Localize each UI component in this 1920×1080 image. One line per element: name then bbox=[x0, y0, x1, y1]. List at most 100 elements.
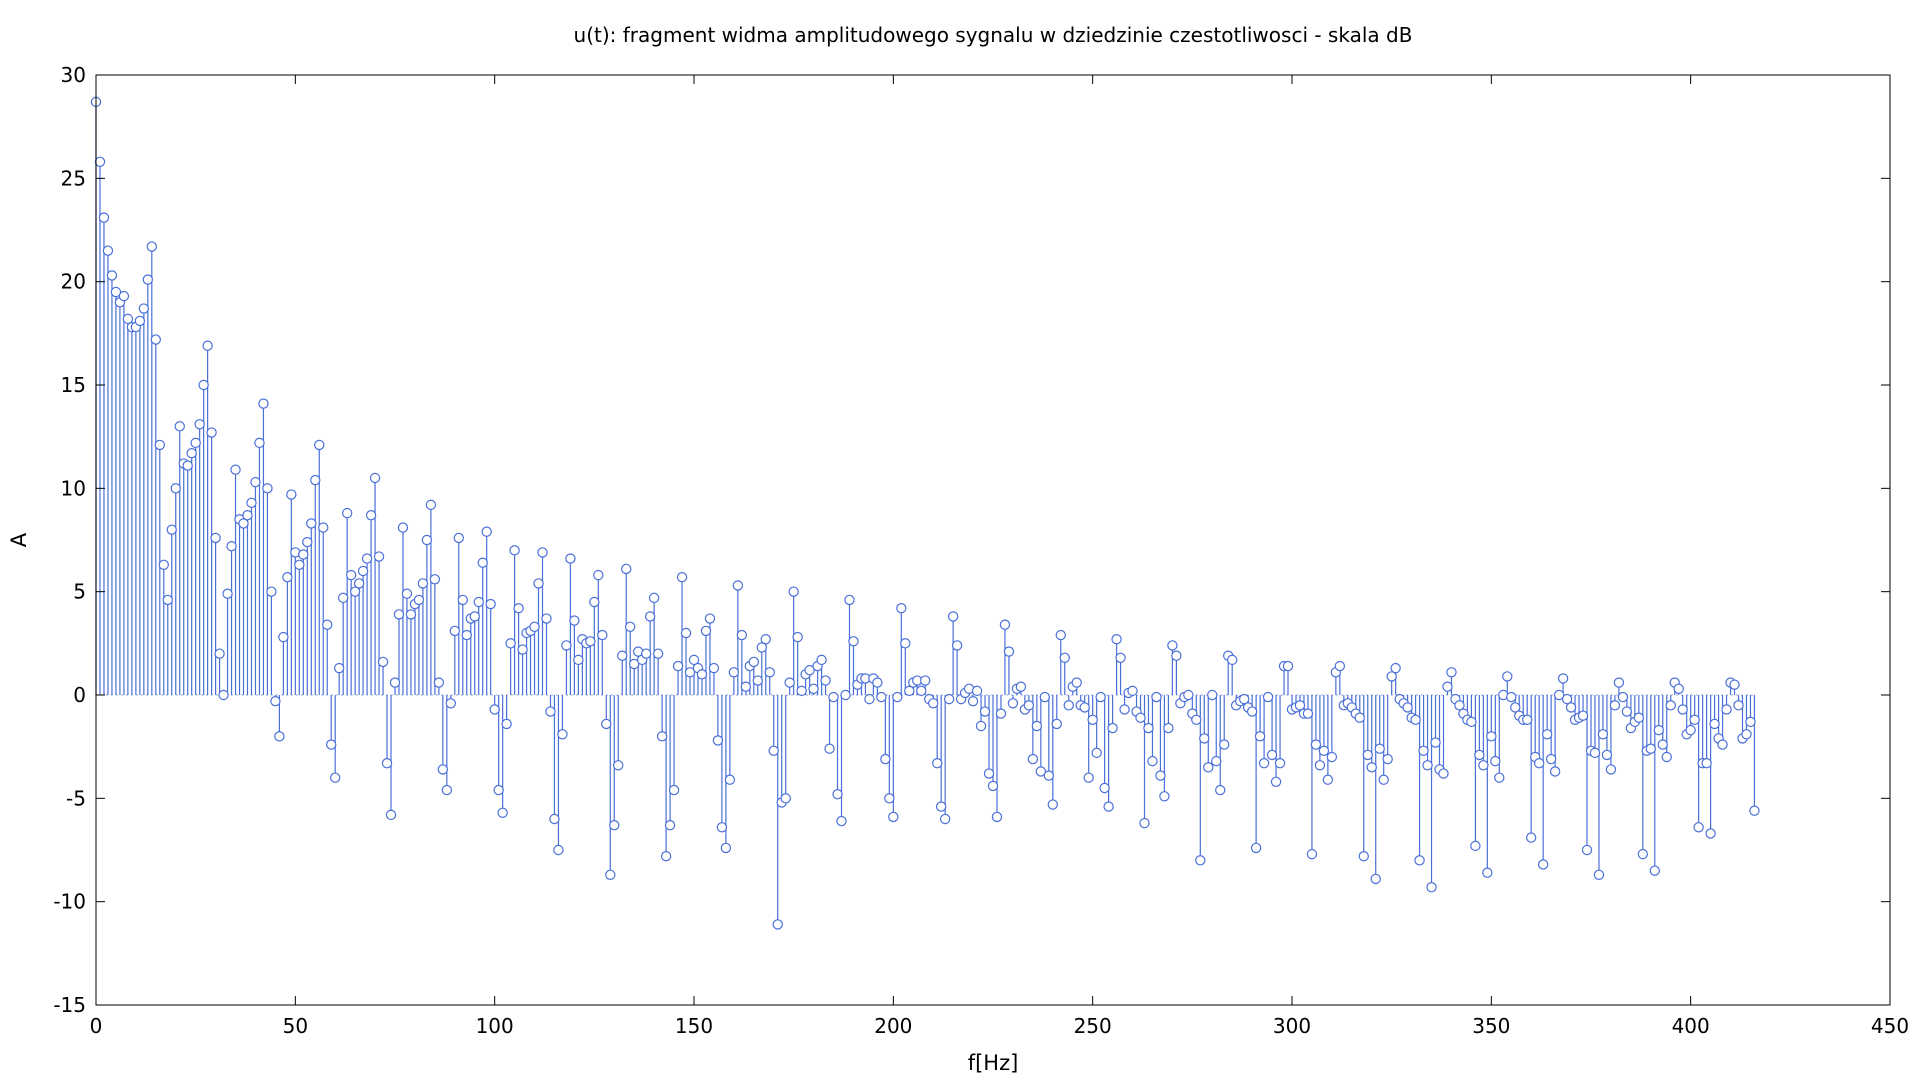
stem-marker bbox=[1027, 753, 1039, 765]
stem-marker bbox=[967, 696, 979, 707]
y-tick-label: 10 bbox=[61, 476, 86, 500]
stem-marker bbox=[688, 654, 700, 666]
stem-marker bbox=[1565, 702, 1577, 713]
stem-marker bbox=[1657, 739, 1668, 750]
y-tick-label: 5 bbox=[73, 580, 86, 604]
stem-marker bbox=[1199, 733, 1210, 744]
stem-marker bbox=[401, 588, 413, 599]
y-tick-label: 30 bbox=[61, 63, 86, 87]
stem-marker bbox=[174, 421, 185, 432]
stem-marker bbox=[1318, 745, 1330, 757]
y-axis-title: A bbox=[7, 532, 31, 547]
stem-marker bbox=[154, 439, 165, 451]
stem-marker bbox=[345, 569, 357, 581]
stem-marker bbox=[425, 499, 437, 511]
stem-marker bbox=[493, 784, 504, 796]
stem-marker bbox=[573, 654, 584, 666]
stem-marker bbox=[298, 549, 309, 560]
stem-marker bbox=[254, 437, 265, 449]
stem-marker bbox=[1119, 704, 1130, 715]
stem-marker bbox=[457, 594, 468, 606]
stem-marker bbox=[796, 685, 807, 697]
stem-marker bbox=[242, 510, 253, 521]
stem-marker bbox=[644, 611, 656, 622]
stem-marker bbox=[1314, 760, 1326, 771]
stem-marker bbox=[1039, 691, 1051, 703]
stem-marker bbox=[1494, 772, 1505, 783]
stem-marker bbox=[784, 677, 795, 688]
stem-marker bbox=[110, 286, 122, 298]
stem-marker bbox=[385, 809, 397, 821]
x-tick-label: 350 bbox=[1472, 1014, 1510, 1038]
stem-marker bbox=[947, 611, 959, 622]
stem-marker bbox=[1649, 865, 1660, 876]
stem-marker bbox=[1003, 646, 1015, 657]
stem-marker bbox=[824, 743, 835, 754]
stem-marker bbox=[1446, 667, 1457, 678]
stem-marker bbox=[617, 650, 628, 661]
stem-marker bbox=[206, 427, 217, 438]
stem-marker bbox=[780, 793, 791, 804]
stem-marker bbox=[1031, 720, 1043, 732]
stem-marker bbox=[1087, 714, 1098, 726]
stem-marker bbox=[1294, 700, 1306, 711]
y-tick-label: -10 bbox=[53, 890, 86, 914]
y-tick-label: -5 bbox=[66, 786, 86, 810]
stem-marker bbox=[1645, 743, 1657, 754]
stem-marker bbox=[648, 592, 660, 604]
stem-marker bbox=[1490, 755, 1501, 767]
x-tick-label: 150 bbox=[675, 1014, 713, 1038]
stem-marker bbox=[613, 760, 624, 771]
stem-marker bbox=[102, 245, 114, 256]
stem-marker bbox=[1721, 704, 1732, 715]
stem-marker bbox=[389, 677, 401, 688]
x-tick-label: 100 bbox=[476, 1014, 514, 1038]
stem-marker bbox=[158, 559, 169, 571]
stem-marker bbox=[222, 588, 233, 599]
stem-marker bbox=[1382, 753, 1393, 765]
stem-marker bbox=[1183, 689, 1194, 701]
stem-marker bbox=[1282, 660, 1294, 672]
stem-marker bbox=[1525, 832, 1537, 843]
stem-marker bbox=[1402, 702, 1413, 713]
stem-marker bbox=[138, 303, 150, 314]
stem-marker bbox=[1334, 660, 1346, 672]
stem-marker bbox=[792, 631, 803, 643]
stem-marker bbox=[684, 667, 696, 678]
stem-marker bbox=[433, 677, 445, 688]
y-tick-label: 15 bbox=[61, 373, 86, 397]
stem-marker bbox=[282, 572, 293, 583]
stem-marker bbox=[1689, 714, 1700, 726]
stem-marker bbox=[1502, 671, 1513, 682]
stem-marker bbox=[664, 820, 676, 831]
stem-marker bbox=[609, 820, 620, 831]
stem-marker bbox=[1482, 867, 1493, 878]
stem-marker bbox=[381, 758, 393, 769]
x-tick-label: 400 bbox=[1672, 1014, 1710, 1038]
stem-marker bbox=[1007, 698, 1019, 709]
stem-marker bbox=[1506, 691, 1517, 703]
stem-marker bbox=[1191, 714, 1202, 726]
stem-marker bbox=[449, 625, 460, 637]
stem-marker bbox=[1310, 739, 1322, 750]
stem-marker bbox=[1577, 710, 1589, 721]
stem-marker bbox=[605, 869, 616, 881]
stem-marker bbox=[405, 609, 417, 620]
stem-marker bbox=[182, 460, 193, 471]
stem-marker bbox=[461, 629, 472, 641]
stem-marker bbox=[680, 627, 692, 639]
stem-marker bbox=[828, 691, 839, 703]
stem-marker bbox=[1617, 691, 1629, 703]
stem-marker bbox=[1055, 629, 1066, 641]
stem-marker bbox=[302, 536, 313, 548]
axis-ticks: 0 50 100 150 200 250 300 350 400 450 -15 -10 -5 0 5 10 1… bbox=[53, 63, 1909, 1038]
stem-marker bbox=[1091, 747, 1102, 759]
stem-marker bbox=[999, 619, 1011, 630]
stem-marker bbox=[1262, 691, 1274, 703]
stem-marker bbox=[337, 592, 349, 604]
stem-marker bbox=[1541, 729, 1553, 740]
stem-marker bbox=[900, 638, 911, 649]
stem-marker bbox=[473, 596, 484, 608]
stem-marker bbox=[724, 774, 736, 785]
